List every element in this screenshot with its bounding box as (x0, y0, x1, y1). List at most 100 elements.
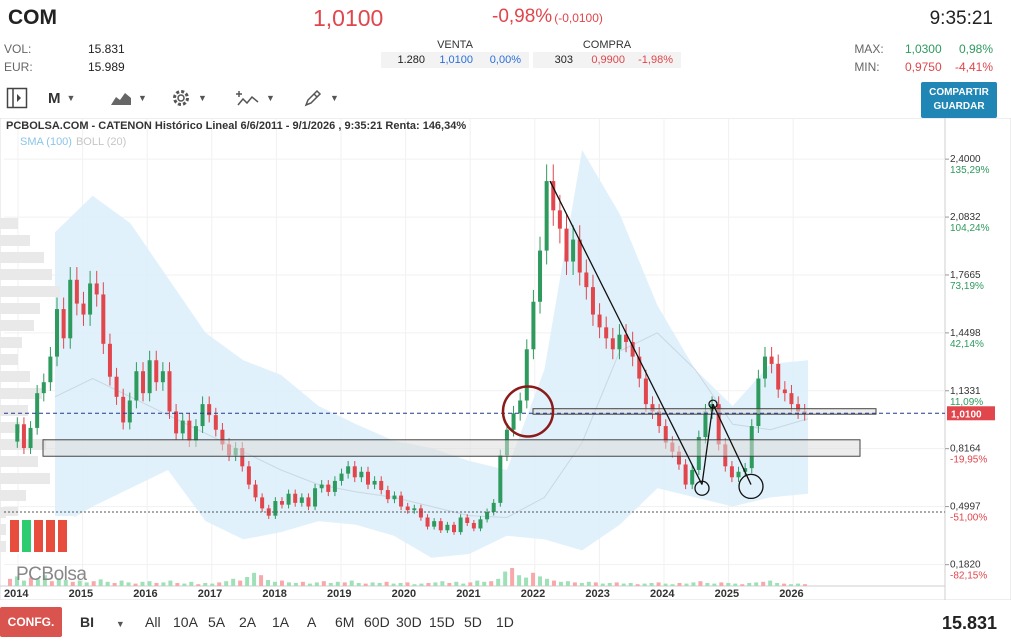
highlight-circle (501, 385, 555, 438)
candle-body (127, 400, 132, 423)
settings-dropdown[interactable]: ▼ (170, 86, 207, 110)
candle-body (743, 468, 748, 472)
volume-bar (447, 583, 452, 586)
logo-bar (34, 520, 43, 552)
candle-body (81, 303, 86, 315)
candle-body (319, 484, 324, 489)
period-all[interactable]: All (145, 614, 161, 630)
period-10a[interactable]: 10A (173, 614, 198, 630)
candle-body (306, 497, 311, 507)
volume-bar (426, 583, 431, 586)
period-5a[interactable]: 5A (208, 614, 226, 630)
mode-dropdown[interactable]: BI ▼ (80, 614, 125, 630)
volume-value: 15.831 (88, 42, 125, 56)
chart-canvas[interactable]: 2014 2015 2016 2017 2018 2019 2020 2021 2022 2023… (0, 118, 1011, 600)
max-percent: 0,98% (958, 42, 993, 56)
candle-body (134, 371, 139, 401)
volume-bar (231, 578, 236, 586)
candle-body (313, 488, 318, 507)
candle-body (352, 466, 357, 478)
volume-bar (105, 581, 110, 586)
volume-profile-bar (0, 269, 52, 280)
candle-body (174, 411, 179, 434)
change-percent: -0,98% (492, 6, 553, 27)
volume-bar (154, 583, 159, 586)
volume-bar (321, 581, 326, 586)
period-a[interactable]: A (307, 614, 317, 630)
candle-body (405, 506, 410, 511)
legend-sma[interactable]: SMA (100) (20, 136, 72, 148)
indicators-dropdown[interactable]: ▼ (236, 86, 275, 110)
period-60d[interactable]: 60D (364, 614, 390, 630)
period-30d[interactable]: 30D (396, 614, 422, 630)
x-tick-label: 2023 (585, 588, 609, 600)
candle-body (207, 404, 212, 416)
volume-bar (77, 580, 82, 586)
period-6m[interactable]: 6M (335, 614, 355, 630)
volume-bar (621, 583, 626, 586)
x-tick-label: 2022 (521, 588, 545, 600)
candle-body (624, 334, 629, 342)
drawing-tools-dropdown[interactable]: ▼ (302, 86, 339, 110)
volume-bar (21, 580, 26, 586)
volume-bar (803, 584, 808, 586)
interval-dropdown[interactable]: M ▼ (48, 86, 75, 110)
toggle-panel-button[interactable] (6, 86, 28, 110)
volume-bar (168, 580, 173, 586)
volume-bar (524, 577, 529, 586)
period-1d[interactable]: 1D (496, 614, 514, 630)
volume-bar (551, 580, 556, 586)
candle-body (246, 466, 251, 485)
y-tick-label: 2,0832 (950, 212, 981, 223)
volume-bar (14, 576, 19, 586)
logo-bar (10, 520, 19, 552)
candle-body (359, 471, 364, 478)
candle-body (551, 181, 556, 211)
price-chart[interactable]: 2014 2015 2016 2017 2018 2019 2020 2021 2022 2023… (0, 118, 1011, 600)
candle-body (716, 404, 721, 445)
candle-body (180, 420, 185, 434)
volume-bar (747, 583, 752, 586)
current-price-tag (947, 406, 995, 421)
candle-body (650, 404, 655, 412)
volume-bar (119, 580, 124, 586)
volume-bar (203, 583, 208, 586)
max-value: 1,0300 (904, 42, 942, 56)
volume-bar (328, 583, 333, 586)
candle-body (458, 517, 463, 533)
y-tick-label: 0,1820 (950, 560, 981, 571)
period-1a[interactable]: 1A (272, 614, 290, 630)
x-tick-label: 2015 (69, 588, 93, 600)
order-book-buy: COMPRA 303 0,9900 -1,98% (533, 39, 681, 69)
config-button[interactable]: CONFG. (0, 607, 62, 637)
x-tick-label: 2025 (715, 588, 739, 600)
legend-bollinger[interactable]: BOLL (20) (75, 136, 127, 148)
volume-bar (405, 582, 410, 586)
volume-bar (628, 583, 633, 586)
candle-body (55, 309, 60, 357)
volume-bar (538, 576, 543, 586)
candle-body (332, 480, 337, 492)
volume-bar (775, 583, 780, 586)
candle-body (28, 427, 33, 449)
share-save-button[interactable]: COMPARTIR GUARDAR (921, 82, 997, 118)
candle-body (121, 396, 126, 423)
chevron-down-icon: ▼ (198, 93, 207, 103)
period-15d[interactable]: 15D (429, 614, 455, 630)
volume-bar (531, 572, 536, 586)
y-tick-percent: 104,24% (950, 223, 990, 234)
period-2a[interactable]: 2A (239, 614, 257, 630)
candle-body (610, 338, 615, 350)
volume-bar (91, 581, 96, 586)
quote-time: 9:35:21 (929, 8, 993, 29)
volume-bar (35, 579, 40, 586)
chart-type-dropdown[interactable]: ▼ (110, 86, 147, 110)
candle-body (789, 393, 794, 405)
buy-row: 303 0,9900 -1,98% (533, 52, 681, 68)
candle-body (796, 404, 801, 412)
volume-bar (726, 583, 731, 586)
period-5d[interactable]: 5D (464, 614, 482, 630)
y-tick-label: 0,4997 (950, 502, 981, 513)
candle-body (511, 413, 516, 430)
volume-profile-bar (0, 337, 22, 348)
